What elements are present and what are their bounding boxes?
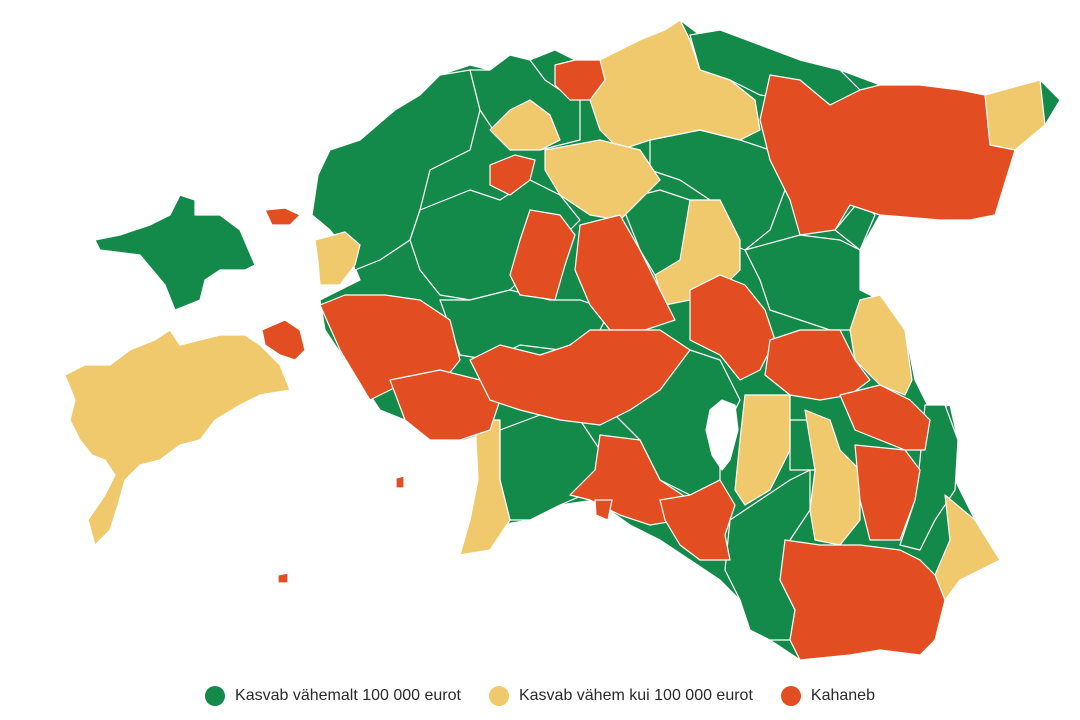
region-mustvee (834, 199, 876, 251)
legend-swatch-yellow (488, 686, 509, 706)
region-turi (509, 209, 576, 301)
island-osmussaar (264, 207, 301, 226)
legend-label-decline: Kahaneb (810, 687, 875, 704)
region-kastre (804, 409, 861, 546)
island-hiiumaa (94, 194, 256, 311)
region-rouge-island (594, 499, 613, 521)
lake-vortsjarv (705, 399, 739, 471)
region-parnu-south (499, 414, 601, 521)
legend-swatch-red (780, 686, 801, 706)
island-muhu (261, 319, 306, 361)
island-ruhnu (277, 572, 289, 584)
map-legend: Kasvab vähemalt 100 000 eurot Kasvab väh… (0, 672, 1080, 720)
region-parnu (469, 329, 691, 426)
region-jarva-south (574, 214, 676, 331)
region-kallaste (849, 294, 913, 396)
region-tallinn (489, 99, 561, 151)
region-kuusalu (589, 19, 761, 151)
legend-item-grow-small: Kasvab vähem kui 100 000 eurot (488, 686, 753, 706)
region-saue (489, 154, 536, 196)
legend-label-grow-small: Kasvab vähem kui 100 000 eurot (518, 687, 753, 704)
region-setomaa (934, 494, 1001, 601)
legend-label-grow-large: Kasvab vähemalt 100 000 eurot (235, 687, 461, 704)
region-kose (544, 139, 661, 221)
region-ida-viru (759, 74, 1016, 236)
region-kambja (854, 444, 921, 541)
region-voru (779, 539, 946, 661)
island-vormsi (314, 231, 361, 286)
region-mulgi (659, 479, 736, 561)
legend-item-decline: Kahaneb (780, 686, 875, 706)
region-haademeeste (459, 419, 511, 556)
region-tartu-city (839, 384, 931, 451)
legend-item-grow-large: Kasvab vähemalt 100 000 eurot (205, 686, 461, 706)
region-laaneranna (389, 369, 501, 441)
island-saaremaa (64, 329, 291, 546)
estonia-municipalities-map (64, 19, 1061, 661)
legend-swatch-green (205, 686, 226, 706)
island-kihnu (395, 475, 405, 489)
region-loksa (554, 59, 606, 101)
region-tartu (764, 329, 871, 401)
region-elva (734, 394, 791, 506)
